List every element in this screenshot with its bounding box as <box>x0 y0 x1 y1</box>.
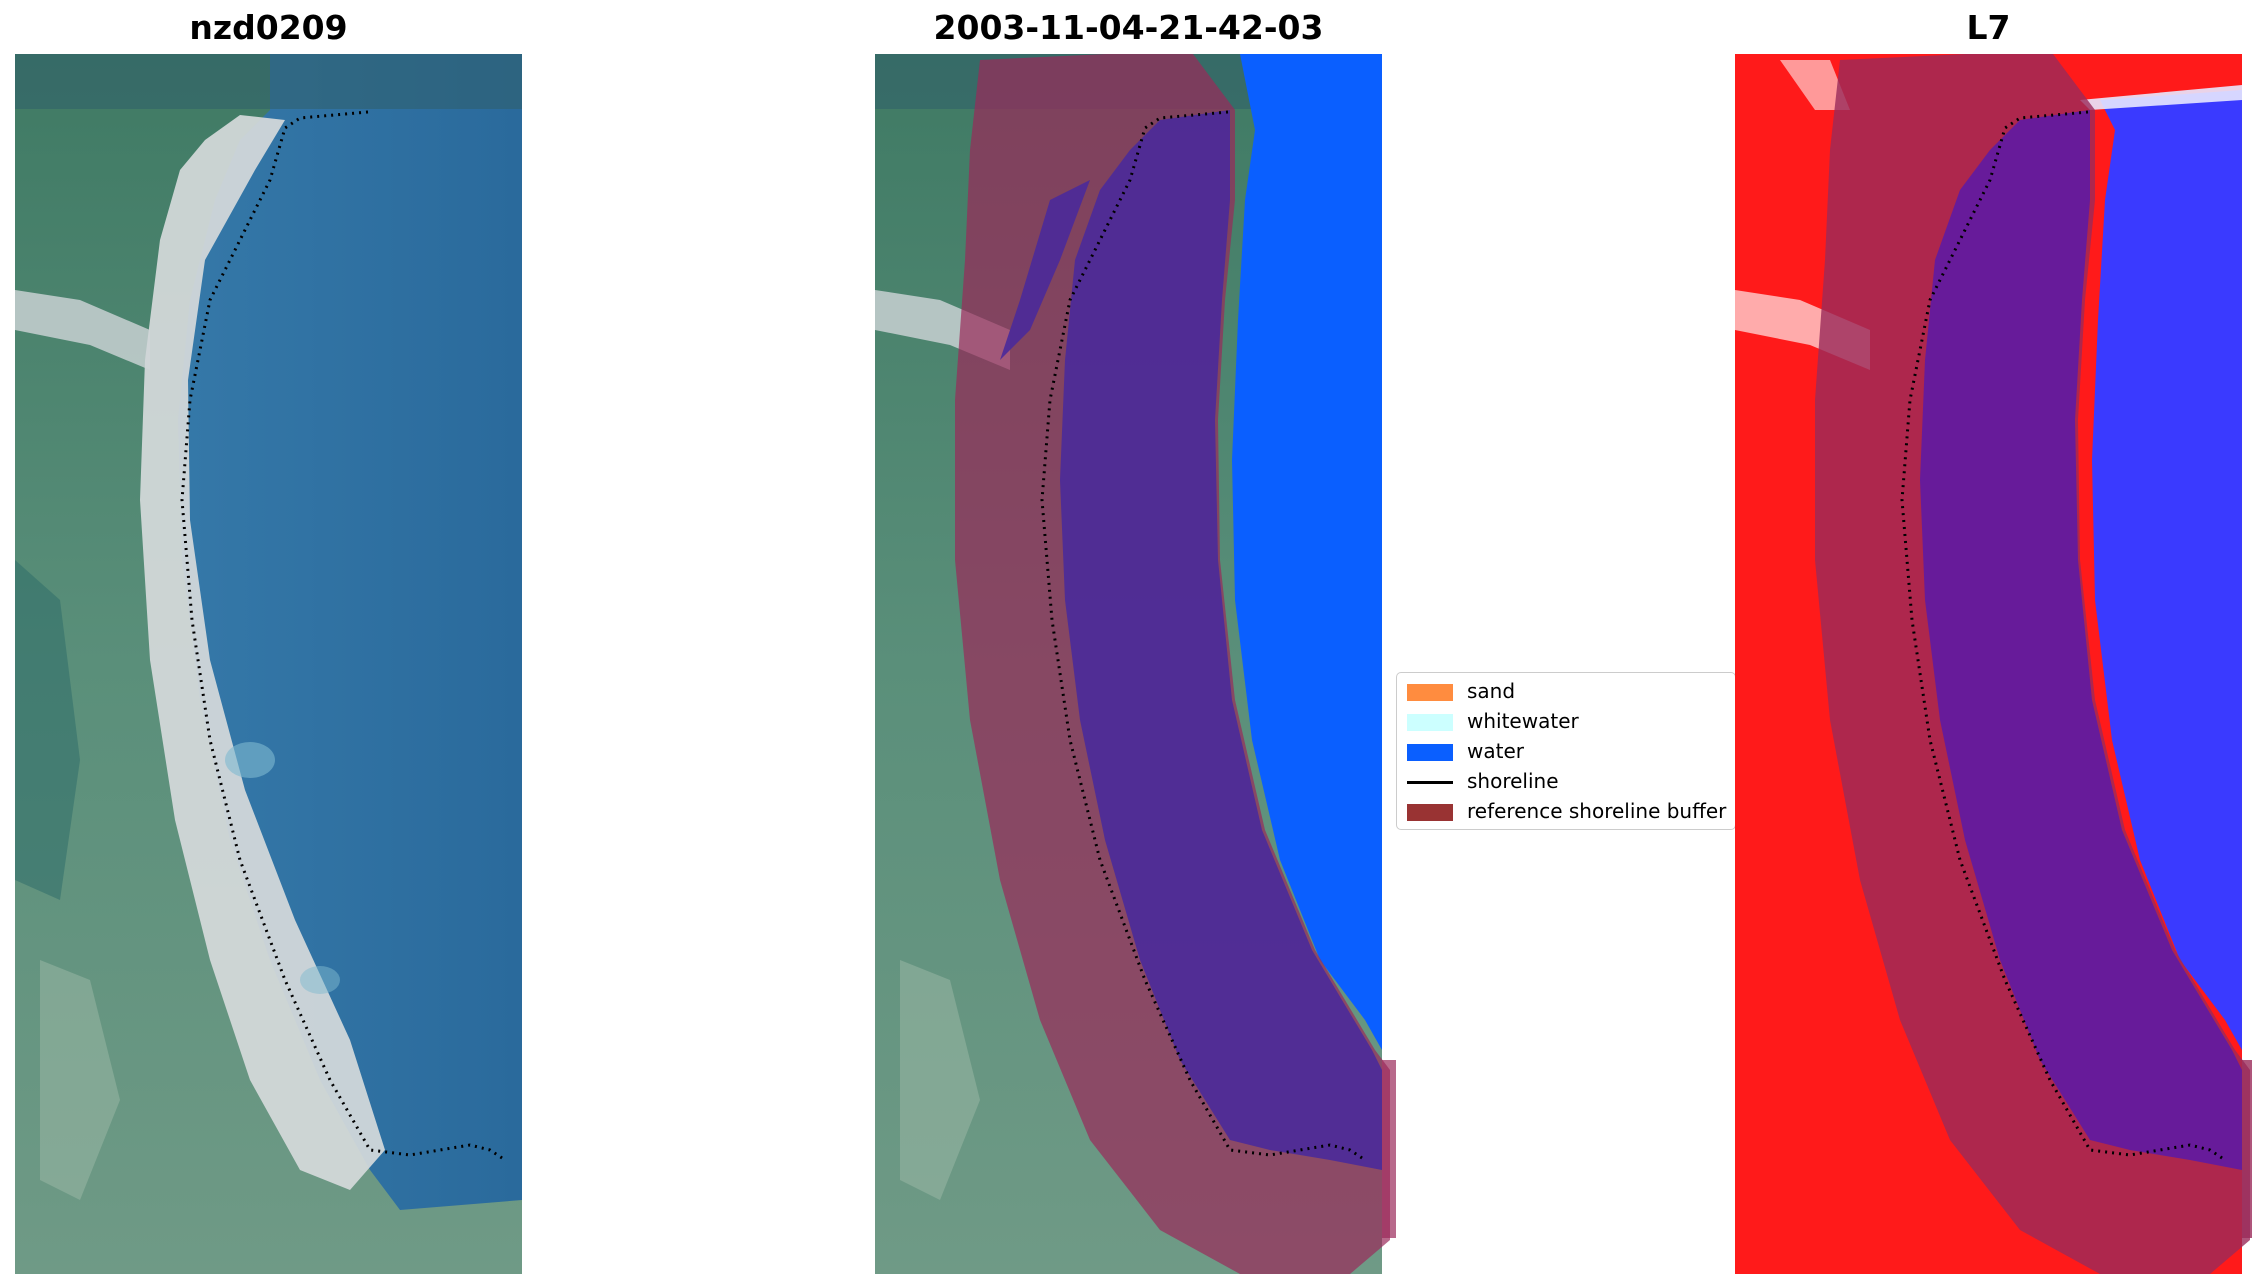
legend-label: sand <box>1467 679 1516 703</box>
buffer-edge <box>2242 1060 2252 1238</box>
buffer-edge <box>1382 1060 1396 1238</box>
panel-title: nzd0209 <box>189 8 348 47</box>
shoreline-line <box>1040 110 1366 1162</box>
sand-swatch <box>1407 684 1453 701</box>
legend-item-whitewater: whitewater <box>1397 707 1735 737</box>
vegetation-highlight <box>900 960 980 1200</box>
water-swatch <box>1407 744 1453 761</box>
whitewater-swatch <box>1407 714 1453 731</box>
legend-item-buffer: reference shoreline buffer <box>1397 797 1735 827</box>
legend-item-sand: sand <box>1397 677 1735 707</box>
classified-image <box>875 54 1396 1274</box>
rgb-image <box>15 54 522 1274</box>
legend-label: reference shoreline buffer <box>1467 799 1727 823</box>
legend-item-shoreline: shoreline <box>1397 767 1735 797</box>
shoreline-line-swatch <box>1407 781 1453 784</box>
legend-label: water <box>1467 739 1524 763</box>
vegetation-strip <box>15 560 80 900</box>
panel-title: L7 <box>1966 8 2011 47</box>
water-index <box>2092 90 2242 1050</box>
index-image <box>1735 54 2252 1274</box>
shoreline-line <box>180 110 506 1162</box>
top-highlight <box>1780 60 1850 110</box>
buffer-swatch <box>1407 804 1453 821</box>
river-mouth <box>15 290 150 370</box>
legend-label: shoreline <box>1467 769 1559 793</box>
white-cap <box>2080 85 2242 110</box>
shallow-highlight <box>300 966 340 994</box>
panel-index: L7 <box>1720 0 2256 1283</box>
panel-classified: 2003-11-04-21-42-03 <box>860 0 1400 1283</box>
buffer-water-overlap <box>1060 110 1382 1170</box>
legend-item-water: water <box>1397 737 1735 767</box>
vegetation-highlight <box>40 960 120 1200</box>
shallow-highlight <box>225 742 275 778</box>
sand-beach <box>140 115 385 1190</box>
panel-rgb: nzd0209 <box>0 0 540 1283</box>
water-class <box>1232 54 1382 1050</box>
legend: sand whitewater water shoreline referenc… <box>1396 672 1736 830</box>
top-shadow <box>15 54 522 109</box>
river-channel <box>1000 180 1090 360</box>
panel-title: 2003-11-04-21-42-03 <box>933 8 1324 47</box>
shoreline-line <box>1900 110 2226 1162</box>
legend-label: whitewater <box>1467 709 1579 733</box>
buffer-water-overlap <box>1920 110 2242 1170</box>
